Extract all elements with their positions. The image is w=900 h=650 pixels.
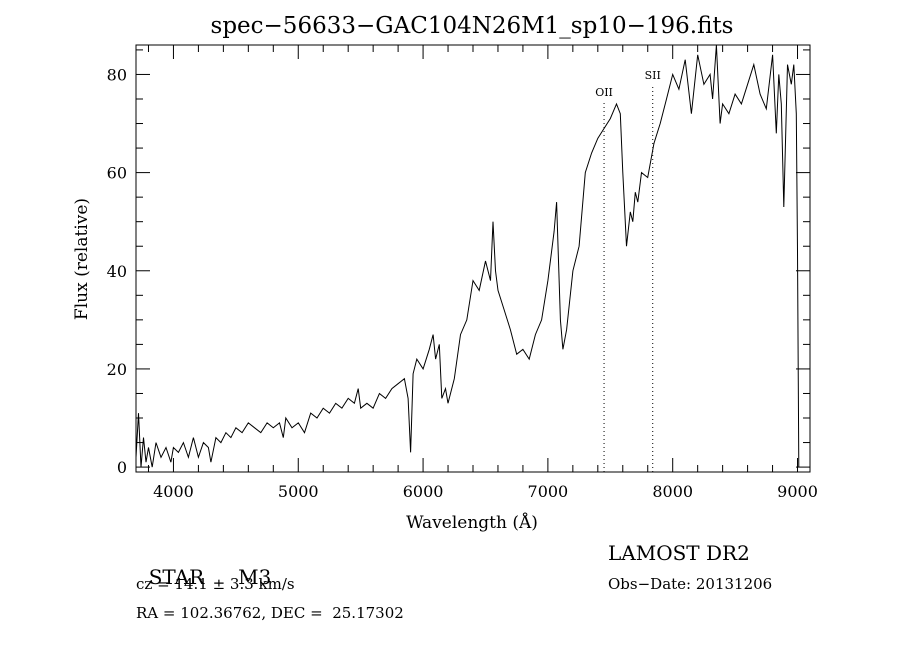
y-tick-label: 80 [107, 65, 127, 84]
line-annotations: OII SII [595, 69, 661, 472]
annotation-label: SII [645, 69, 661, 82]
y-axis-label: Flux (relative) [72, 198, 92, 320]
x-tick-label: 8000 [652, 482, 693, 501]
y-tick-label: 0 [117, 458, 127, 477]
x-tick-label: 4000 [153, 482, 194, 501]
class-label: STAR [148, 565, 205, 589]
survey-label: LAMOST DR2 [608, 541, 750, 565]
x-tick-label: 6000 [403, 482, 444, 501]
y-tick-label: 60 [107, 164, 127, 183]
annotation-label: OII [595, 86, 613, 99]
chart-title: spec−56633−GAC104N26M1_sp10−196.fits [211, 13, 734, 39]
y-tick-label: 40 [107, 262, 127, 281]
y-tick-label: 20 [107, 360, 127, 379]
spectral-class: STAR M3 [136, 541, 272, 589]
x-tick-label: 7000 [528, 482, 569, 501]
coordinates-label: RA = 102.36762, DEC = 25.17302 [136, 604, 404, 622]
x-tick-label: 5000 [278, 482, 319, 501]
x-tick-label: 9000 [777, 482, 818, 501]
subclass-label: M3 [238, 565, 272, 589]
obs-date-label: Obs−Date: 20131206 [608, 575, 773, 593]
redshift-label: cz = 14.1 ± 3.3 km/s [136, 575, 295, 593]
plot-frame [135, 44, 811, 473]
axis-ticks: 4000 5000 6000 7000 8000 9000 0 20 40 60 80 [107, 45, 818, 501]
x-axis-label: Wavelength (Å) [406, 512, 538, 533]
series-flux-line [135, 44, 800, 468]
